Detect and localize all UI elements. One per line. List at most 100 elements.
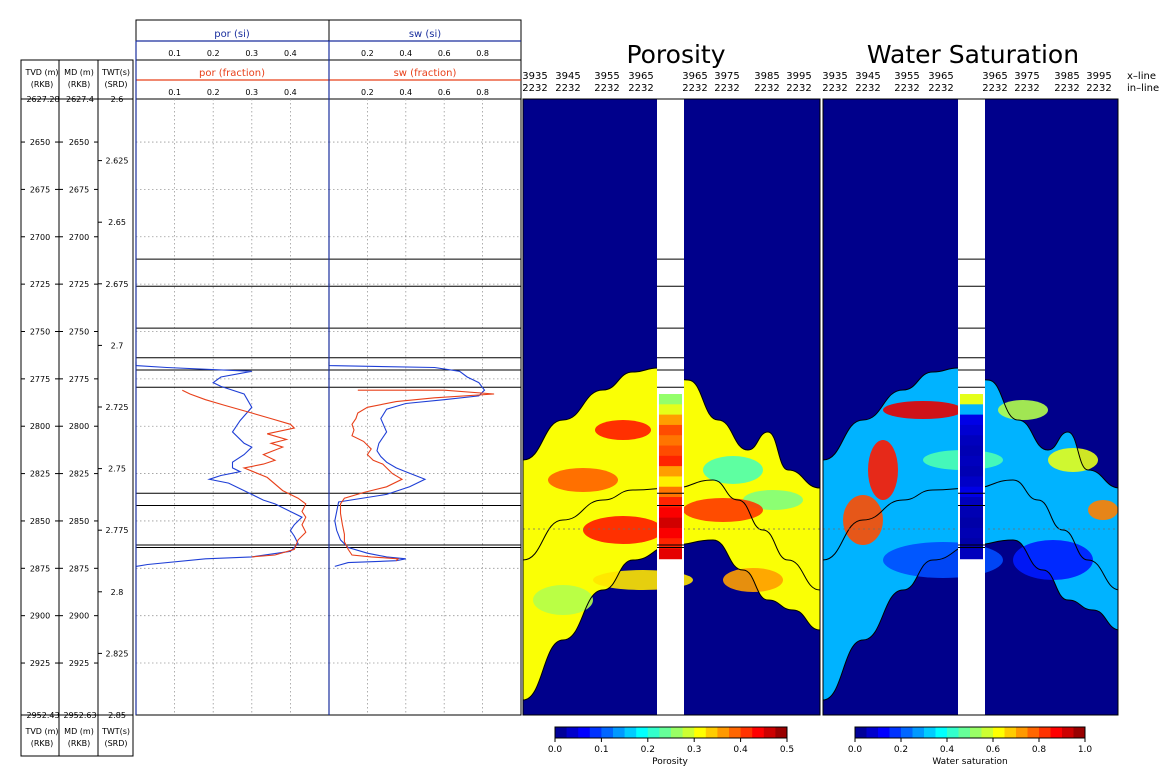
colorbar-swatch	[1073, 727, 1086, 738]
saturation-section-panel: Water Saturation 39352232394522323955223…	[822, 40, 1159, 716]
well-column-cell	[960, 445, 983, 457]
section-anomaly	[1088, 500, 1118, 520]
colorbar-swatch	[947, 727, 959, 738]
por-fraction-axis-label: por (fraction)	[199, 68, 265, 79]
tvd-tick-label: 2650	[30, 138, 50, 147]
xline-tick-label: 3955	[594, 71, 619, 82]
colorbar-swatch	[924, 727, 936, 738]
por-si-axis-label: por (si)	[214, 29, 250, 40]
inline-tick-label: 2232	[1014, 83, 1039, 94]
colorbar-tick-label: 0.6	[986, 745, 1001, 755]
twt-tick-labels: 2.6 2.625 2.65 2.675 2.7 2.725 2.75 2.775 2.8 2.8…	[98, 95, 128, 720]
twt-tick-label: 2.75	[108, 465, 126, 474]
well-column-cell	[960, 435, 983, 446]
tvd-tick-label: 2700	[30, 233, 50, 242]
section-anomaly	[683, 498, 763, 522]
tick-label: 0.3	[245, 49, 258, 58]
por-si-tick-labels: 0.1 0.2 0.3 0.4	[168, 49, 297, 58]
colorbar-swatch	[878, 727, 890, 738]
twt-tick-label: 2.85	[108, 711, 126, 720]
tvd-header-sub: (RKB)	[31, 80, 54, 89]
log-curve	[328, 361, 486, 567]
well-column-cell	[960, 527, 983, 539]
colorbar-swatch	[981, 727, 994, 738]
tick-label: 0.2	[361, 88, 374, 97]
colorbar-swatch	[601, 727, 614, 738]
inline-tick-label: 2232	[855, 83, 880, 94]
md-tick-label: 2825	[69, 470, 89, 479]
well-column-cell	[659, 486, 682, 498]
twt-header: TWT(s)	[101, 68, 130, 77]
colorbar-swatch	[555, 727, 568, 738]
section-anomaly	[1013, 540, 1093, 580]
inline-tick-label: 2232	[928, 83, 953, 94]
md-bottom-label: 2952.63	[63, 711, 96, 720]
colorbar-swatch	[647, 727, 660, 738]
colorbar-swatch	[636, 727, 649, 738]
section-anomaly	[548, 468, 618, 492]
colorbar-swatch	[705, 727, 718, 738]
inline-tick-label: 2232	[754, 83, 779, 94]
well-column-cell	[960, 486, 983, 498]
colorbar-swatch	[613, 727, 626, 738]
md-tick-label: 2775	[69, 375, 89, 384]
tvd-footer: TVD (m)	[24, 727, 58, 736]
inline-tick-label: 2232	[522, 83, 547, 94]
well-column-cell	[960, 404, 983, 416]
section-horizon	[523, 367, 820, 489]
tvd-tick-label: 2875	[30, 564, 50, 573]
twt-tick-label: 2.6	[111, 95, 124, 104]
md-tick-label: 2725	[69, 280, 89, 289]
colorbar-tick-label: 0.5	[780, 745, 794, 755]
tvd-top-label: 2627.28	[26, 95, 59, 104]
xline-tick-label: 3945	[555, 71, 580, 82]
porosity-section-title: Porosity	[626, 40, 725, 69]
tick-label: 0.1	[168, 49, 181, 58]
xline-tick-label: 3975	[1014, 71, 1039, 82]
sw-fraction-axis-label: sw (fraction)	[394, 68, 457, 79]
xline-tick-label: 3965	[682, 71, 707, 82]
colorbar-tick-label: 0.8	[1032, 745, 1047, 755]
porosity-section-horizons	[523, 367, 820, 701]
well-column-cell	[659, 466, 682, 477]
colorbar-swatch	[589, 727, 602, 738]
xline-tick-label: 3985	[1054, 71, 1079, 82]
well-column-cell	[960, 517, 983, 529]
twt-footer: TWT(s)	[101, 727, 130, 736]
section-horizon	[823, 367, 1118, 489]
section-anomaly	[998, 400, 1048, 420]
colorbar-tick-label: 0.4	[733, 745, 748, 755]
inline-tick-label: 2232	[682, 83, 707, 94]
colorbar-swatch	[740, 727, 753, 738]
por-horizon-lines	[136, 258, 329, 548]
saturation-xline-labels: 3935223239452232395522323965223239652232…	[822, 71, 1111, 94]
colorbar-tick-label: 0.4	[940, 745, 955, 755]
well-column-cell	[659, 424, 682, 436]
colorbar-swatch	[659, 727, 672, 738]
tick-label: 0.1	[168, 88, 181, 97]
xline-tick-label: 3955	[894, 71, 919, 82]
well-column-cell	[960, 538, 983, 549]
sw-horizon-lines	[329, 258, 521, 548]
inline-tick-label: 2232	[1054, 83, 1079, 94]
xline-tick-label: 3935	[522, 71, 547, 82]
inline-tick-label: 2232	[894, 83, 919, 94]
well-column-cell	[960, 414, 983, 426]
tvd-tick-label: 2750	[30, 327, 50, 336]
xline-axis-label: x–line	[1127, 71, 1156, 82]
colorbar-swatch	[775, 727, 788, 738]
md-tick-label: 2750	[69, 327, 89, 336]
colorbar-swatch	[970, 727, 982, 738]
tick-label: 0.4	[284, 88, 297, 97]
colorbar-swatch	[1039, 727, 1051, 738]
xline-tick-label: 3965	[928, 71, 953, 82]
colorbar-swatch	[682, 727, 695, 738]
inline-tick-label: 2232	[786, 83, 811, 94]
tick-label: 0.4	[284, 49, 297, 58]
md-header: MD (m)	[64, 68, 94, 77]
twt-tick-label: 2.7	[111, 341, 124, 350]
well-column-cell	[659, 404, 682, 416]
saturation-colorbar-ticks: 0.0 0.2 0.4 0.6 0.8 1.0	[848, 738, 1092, 755]
well-column-cell	[960, 466, 983, 477]
